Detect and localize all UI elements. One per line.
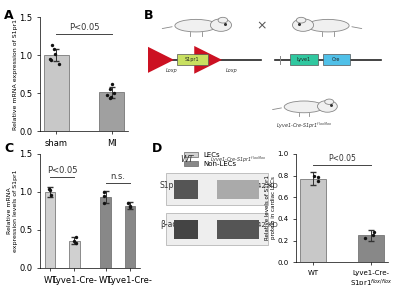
Point: [311, 173, 317, 178]
Bar: [358, 235, 384, 262]
FancyBboxPatch shape: [174, 220, 198, 239]
Point: [73, 241, 79, 245]
Point: [50, 47, 57, 51]
Point: [71, 238, 78, 243]
Point: [48, 43, 55, 48]
Circle shape: [218, 17, 228, 23]
Point: [48, 193, 54, 197]
FancyBboxPatch shape: [174, 180, 198, 200]
Point: [124, 201, 131, 205]
Bar: [99, 92, 124, 131]
Circle shape: [210, 19, 232, 31]
Ellipse shape: [307, 19, 349, 32]
Text: Lyve1: Lyve1: [297, 57, 311, 62]
Ellipse shape: [284, 101, 324, 113]
Text: Lyve1-Cre-S1pr1$^{flox/flox}$: Lyve1-Cre-S1pr1$^{flox/flox}$: [276, 120, 332, 131]
Bar: [100, 197, 111, 268]
Text: D: D: [152, 142, 162, 156]
Text: Loxp: Loxp: [226, 68, 238, 73]
FancyBboxPatch shape: [323, 54, 350, 65]
Y-axis label: Relative mRNA
expression levels of S1pr1: Relative mRNA expression levels of S1pr1: [7, 170, 18, 252]
FancyBboxPatch shape: [217, 180, 259, 200]
Text: P<0.05: P<0.05: [47, 166, 77, 175]
Bar: [124, 205, 136, 268]
Point: [73, 235, 79, 240]
Y-axis label: Relative levels of S1pr1
protein in cardiac LECs: Relative levels of S1pr1 protein in card…: [265, 176, 276, 241]
Y-axis label: Relative mRNA expression of S1pr1: Relative mRNA expression of S1pr1: [13, 19, 18, 130]
Point: [371, 230, 378, 234]
Text: n.s.: n.s.: [110, 172, 125, 181]
Point: [314, 174, 321, 179]
Point: [101, 194, 107, 198]
Point: [46, 57, 53, 61]
FancyArrowPatch shape: [194, 46, 222, 74]
Text: Lyve1-Cre-S1pr1$^{flox/flox}$: Lyve1-Cre-S1pr1$^{flox/flox}$: [210, 154, 266, 165]
Text: ×: ×: [257, 19, 267, 32]
Point: [46, 187, 52, 191]
Text: 42 KD: 42 KD: [257, 183, 278, 189]
Point: [109, 82, 115, 86]
Ellipse shape: [175, 19, 217, 32]
FancyBboxPatch shape: [217, 220, 259, 239]
Circle shape: [296, 17, 306, 23]
Point: [101, 201, 108, 205]
FancyBboxPatch shape: [166, 213, 268, 245]
Point: [314, 179, 321, 183]
Point: [52, 51, 58, 56]
Bar: [44, 55, 69, 131]
Point: [56, 62, 62, 66]
Bar: [300, 179, 326, 262]
Text: P<0.05: P<0.05: [69, 23, 99, 32]
Text: A: A: [4, 9, 14, 22]
Point: [104, 93, 111, 98]
Point: [107, 95, 114, 99]
Point: [107, 87, 114, 91]
Text: β-actin: β-actin: [160, 220, 187, 229]
FancyBboxPatch shape: [177, 54, 208, 65]
Point: [126, 203, 133, 208]
Circle shape: [292, 19, 314, 31]
FancyBboxPatch shape: [166, 173, 268, 205]
Legend: LECs, Non-LECs: LECs, Non-LECs: [184, 152, 236, 167]
Text: S1pr1: S1pr1: [160, 181, 182, 190]
Point: [126, 205, 133, 209]
Text: C: C: [4, 142, 13, 156]
Point: [100, 190, 107, 194]
Point: [106, 96, 113, 101]
Text: S1pr1: S1pr1: [185, 57, 200, 62]
Point: [111, 91, 117, 95]
Text: B: B: [144, 9, 154, 22]
Text: Cre: Cre: [332, 57, 340, 62]
Point: [370, 233, 376, 237]
Circle shape: [318, 100, 337, 112]
Point: [48, 58, 54, 63]
Text: P<0.05: P<0.05: [328, 154, 356, 162]
Point: [47, 188, 54, 193]
Text: 42 KD: 42 KD: [257, 221, 278, 228]
Point: [362, 236, 369, 241]
Text: WT: WT: [180, 155, 193, 164]
FancyBboxPatch shape: [290, 54, 318, 65]
Bar: [44, 192, 56, 268]
Text: Loxp: Loxp: [166, 68, 178, 73]
Circle shape: [325, 99, 334, 104]
FancyArrowPatch shape: [146, 46, 174, 74]
Bar: [69, 241, 80, 268]
